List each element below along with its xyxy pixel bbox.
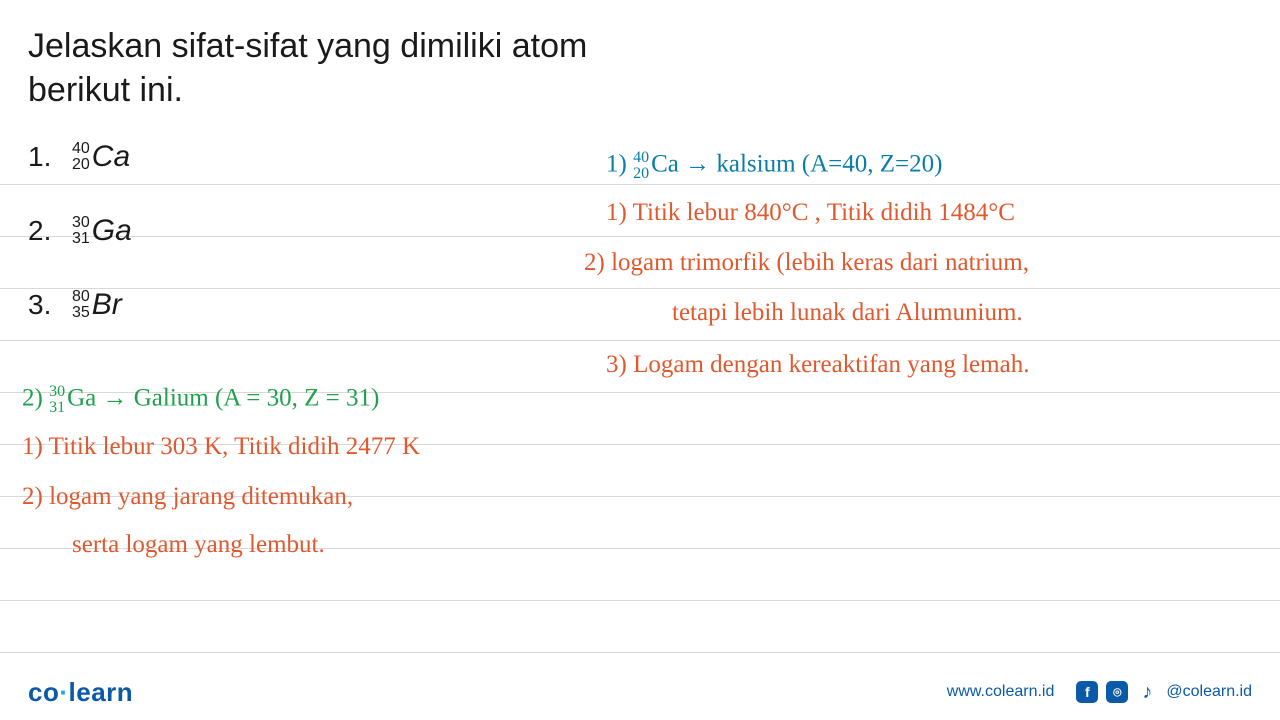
social-icons: f ⌾ ♪ @colearn.id bbox=[1076, 681, 1252, 703]
brand-dot-icon: · bbox=[59, 677, 68, 707]
nuclide-superscripts: 40 20 bbox=[633, 150, 649, 182]
hand-left-4: serta logam yang lembut. bbox=[72, 532, 325, 557]
hand-left-1: 2) 30 31 Ga → Galium (A = 30, Z = 31) bbox=[22, 384, 379, 416]
element-symbol: Ga bbox=[92, 214, 132, 248]
element-symbol: Ca bbox=[92, 140, 130, 174]
nuclide-superscripts: 40 20 bbox=[72, 141, 90, 175]
facebook-icon: f bbox=[1076, 681, 1098, 703]
arrow-icon: → bbox=[102, 385, 127, 412]
nuclide-superscripts: 30 31 bbox=[49, 384, 65, 416]
hand-right-5: 3) Logam dengan kereaktifan yang lemah. bbox=[606, 352, 1029, 377]
hand-right-3: 2) logam trimorfik (lebih keras dari nat… bbox=[584, 250, 1029, 275]
printed-list: 1. 40 20 Ca 2. 30 31 Ga 3. 80 35 bbox=[28, 140, 132, 362]
title-line-2: berikut ini. bbox=[28, 71, 183, 109]
printed-item-2: 2. 30 31 Ga bbox=[28, 214, 132, 248]
nuclide-superscripts: 30 31 bbox=[72, 215, 90, 249]
footer: co·learn www.colearn.id f ⌾ ♪ @colearn.i… bbox=[0, 664, 1280, 720]
question-title: Jelaskan sifat-sifat yang dimiliki atom … bbox=[28, 24, 1252, 112]
brand-logo: co·learn bbox=[28, 677, 133, 708]
nuclide-superscripts: 80 35 bbox=[72, 289, 90, 323]
tiktok-icon: ♪ bbox=[1136, 681, 1158, 703]
item-number: 3. bbox=[28, 289, 72, 321]
arrow-icon: → bbox=[685, 151, 710, 178]
footer-url: www.colearn.id bbox=[947, 683, 1055, 701]
hand-right-4: tetapi lebih lunak dari Alumunium. bbox=[672, 300, 1023, 325]
hand-right-2: 1) Titik lebur 840°C , Titik didih 1484°… bbox=[606, 200, 1015, 225]
worksheet-body: 1. 40 20 Ca 2. 30 31 Ga 3. 80 35 bbox=[28, 134, 1252, 654]
printed-item-3: 3. 80 35 Br bbox=[28, 288, 132, 322]
footer-right: www.colearn.id f ⌾ ♪ @colearn.id bbox=[947, 681, 1252, 703]
item-number: 2. bbox=[28, 215, 72, 247]
printed-item-1: 1. 40 20 Ca bbox=[28, 140, 132, 174]
title-line-1: Jelaskan sifat-sifat yang dimiliki atom bbox=[28, 27, 587, 65]
item-number: 1. bbox=[28, 141, 72, 173]
social-handle: @colearn.id bbox=[1166, 683, 1252, 701]
instagram-icon: ⌾ bbox=[1106, 681, 1128, 703]
element-symbol: Br bbox=[92, 288, 122, 322]
hand-left-2: 1) Titik lebur 303 K, Titik didih 2477 K bbox=[22, 434, 420, 459]
hand-right-1: 1) 40 20 Ca → kalsium (A=40, Z=20) bbox=[606, 150, 942, 182]
hand-left-3: 2) logam yang jarang ditemukan, bbox=[22, 484, 353, 509]
